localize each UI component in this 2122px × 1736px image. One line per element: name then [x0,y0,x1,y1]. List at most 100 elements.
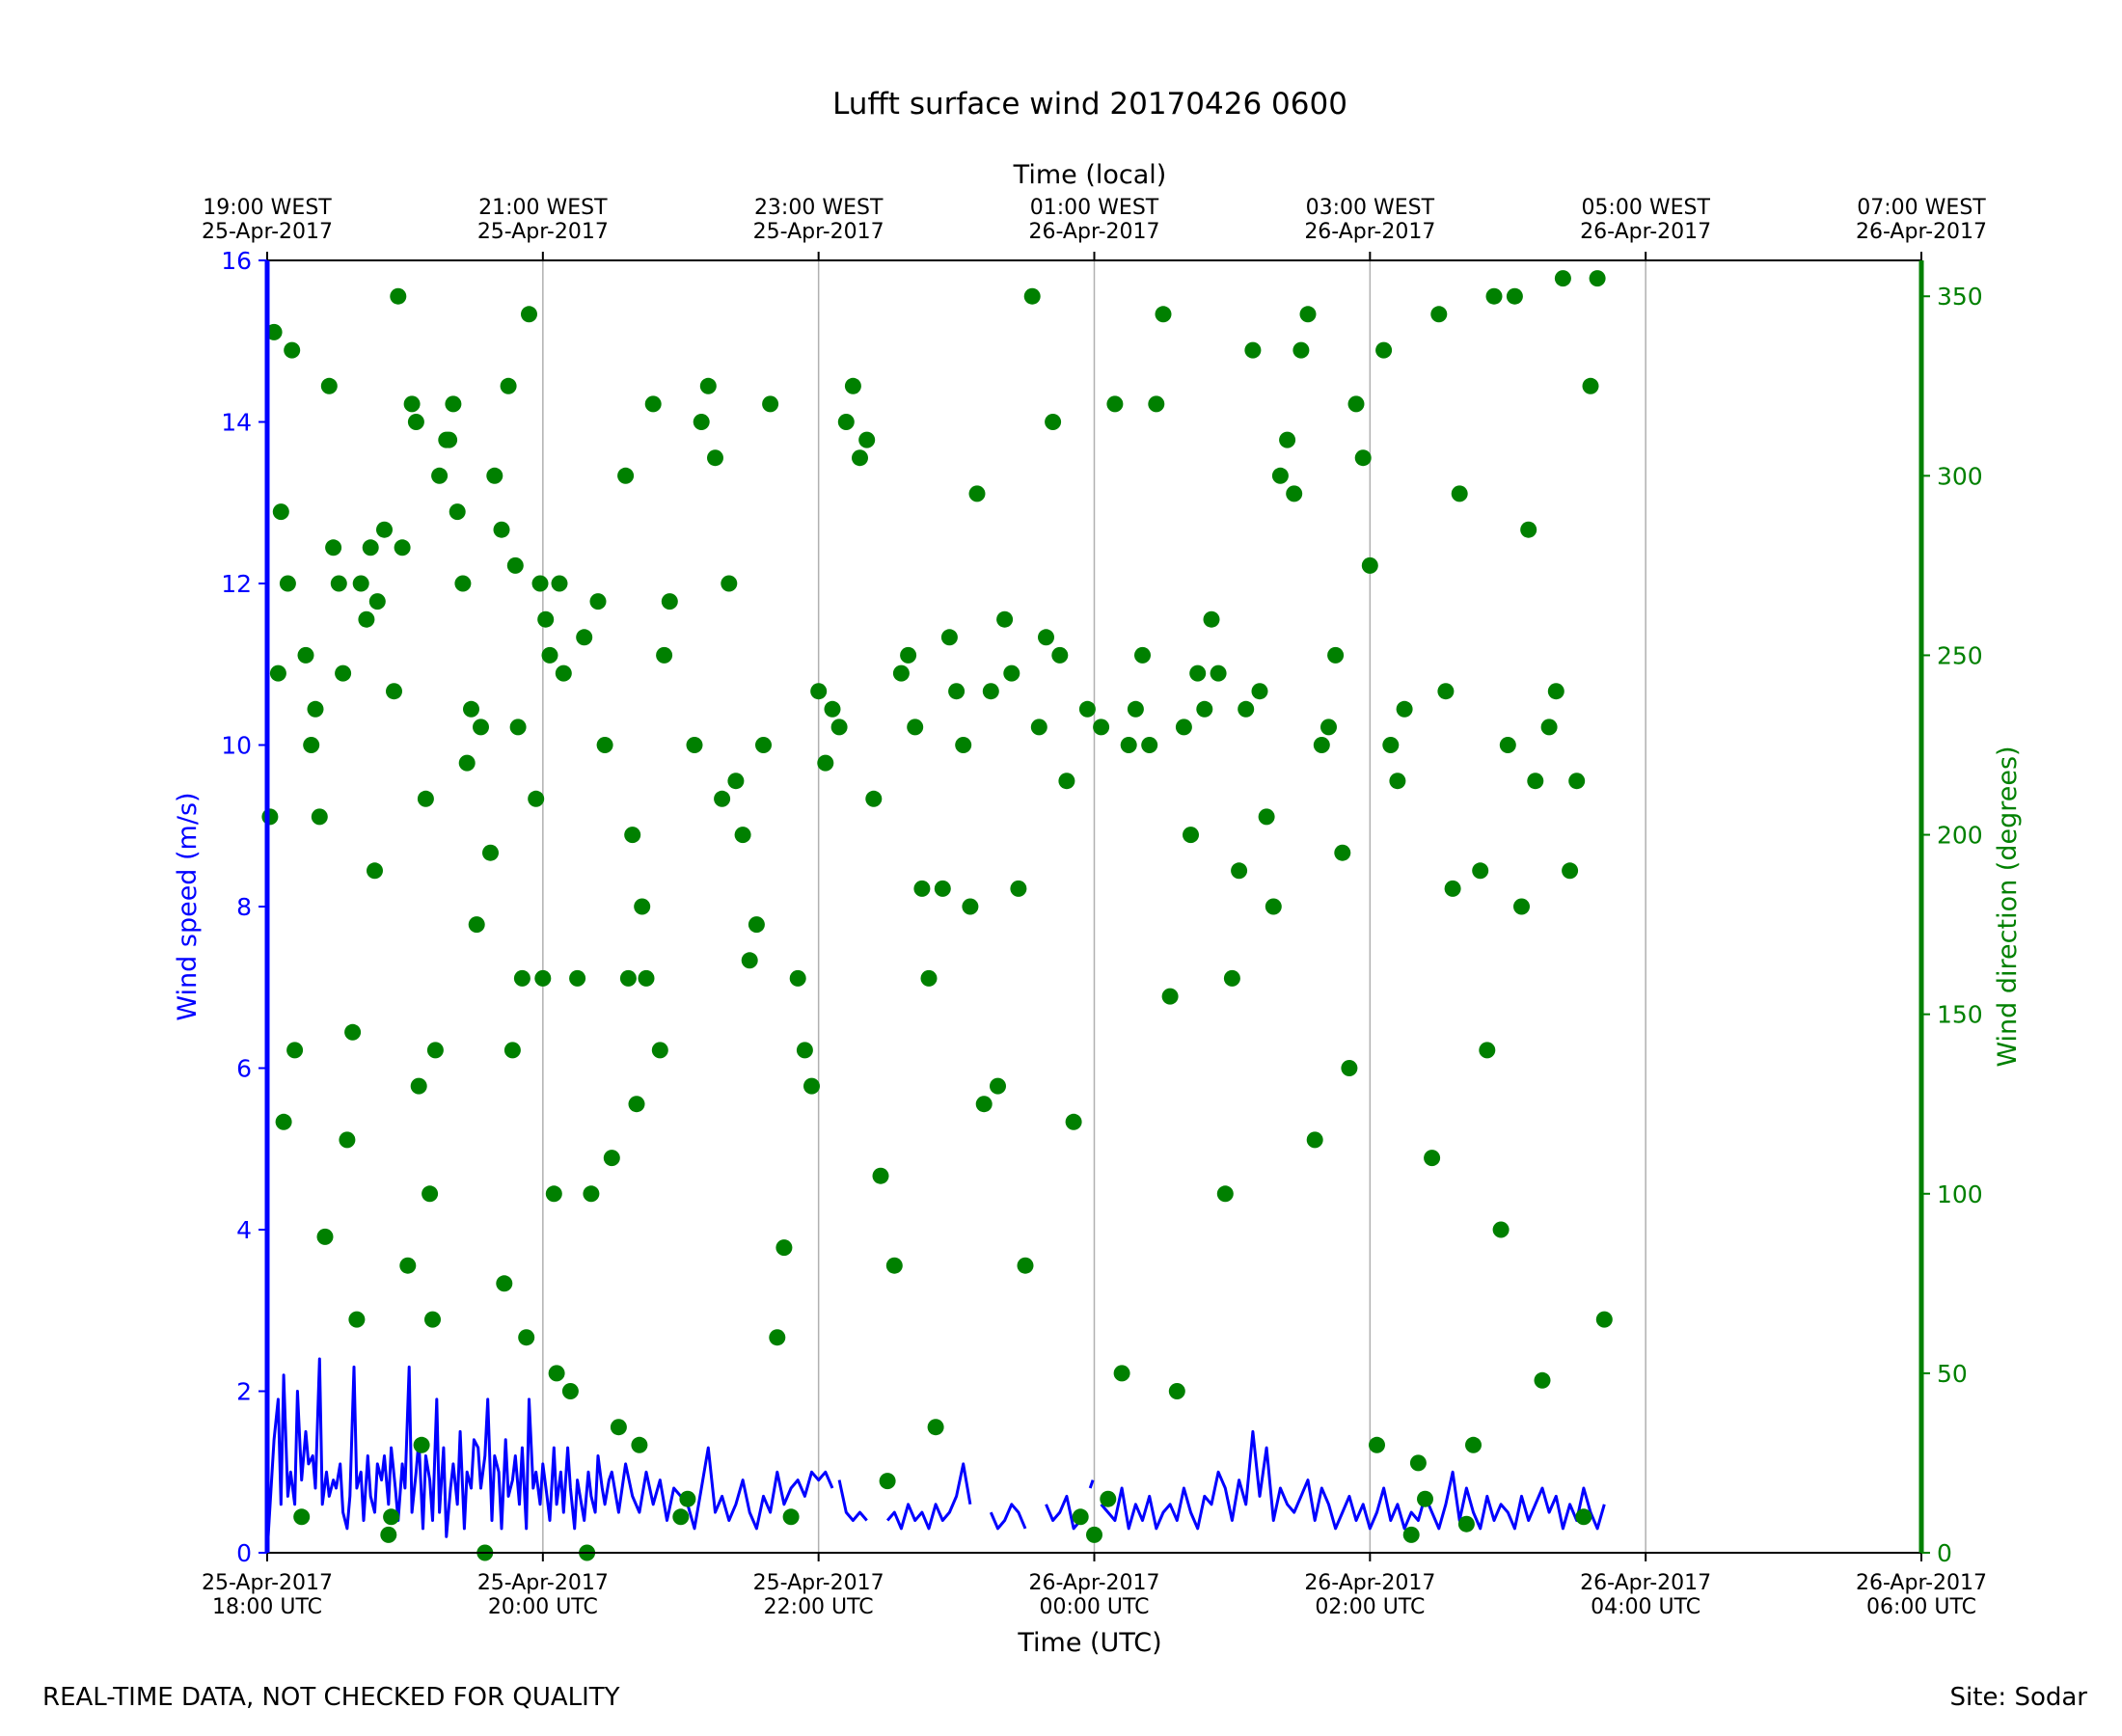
wind-direction-point [399,1257,417,1274]
wind-direction-point [872,1167,889,1184]
wind-direction-point [610,1419,627,1436]
wind-direction-point [934,880,951,897]
wind-direction-point [824,700,841,718]
wind-direction-point [892,665,910,682]
wind-direction-point [537,610,555,628]
wind-direction-point [962,898,979,915]
x-tick-label: 26-Apr-2017 00:00 UTC [1028,1571,1159,1619]
wind-direction-point [734,827,751,844]
wind-direction-point [1451,485,1468,502]
wind-direction-point [311,808,328,826]
wind-direction-point [424,1311,441,1328]
x2-tick-label: 01:00 WEST 26-Apr-2017 [1028,196,1159,244]
wind-direction-point [468,916,485,934]
wind-direction-point [521,306,537,323]
y-tick-label: 12 [221,570,252,598]
wind-direction-point [316,1228,334,1245]
wind-direction-point [596,737,613,753]
wind-direction-point [275,1113,292,1130]
wind-direction-point [1402,1526,1420,1543]
direction-scatter-layer [261,270,1613,1561]
x2-tick-label: 21:00 WEST 25-Apr-2017 [477,196,609,244]
wind-direction-point [548,1365,565,1382]
wind-direction-point [551,575,568,592]
wind-direction-point [458,754,476,772]
wind-direction-point [410,1077,427,1095]
wind-direction-point [531,575,549,592]
y-tick-label: 6 [236,1055,252,1083]
site-label: Site: Sodar [1949,1683,2087,1712]
wind-direction-point [528,790,545,807]
wind-direction-point [376,521,393,538]
wind-direction-point [948,683,966,700]
wind-direction-point [634,898,651,915]
wind-direction-point [394,539,411,556]
wind-direction-point [817,754,834,772]
wind-direction-point [272,503,289,521]
x2-tick-label: 23:00 WEST 25-Apr-2017 [753,196,884,244]
wind-direction-point [297,646,314,664]
wind-direction-point [1313,737,1330,753]
wind-direction-point [1183,827,1199,844]
wind-direction-point [286,1042,304,1059]
wind-direction-point [727,773,745,790]
wind-direction-point [449,503,466,521]
wind-direction-point [589,593,607,610]
wind-direction-point [1320,719,1337,736]
wind-direction-point [617,467,635,484]
wind-direction-point [518,1329,535,1346]
wind-direction-point [380,1526,397,1543]
axes-layer: 25-Apr-2017 18:00 UTC 25-Apr-2017 20:00 UTC… [202,196,1987,1619]
wind-direction-point [509,719,527,736]
wind-direction-point [1134,646,1151,664]
wind-direction-point [975,1096,993,1113]
wind-direction-point [1589,270,1606,287]
wind-direction-point [1223,969,1240,987]
wind-direction-point [1251,683,1268,700]
wind-direction-point [852,449,868,467]
wind-direction-point [693,414,710,430]
wind-direction-point [1299,306,1317,323]
y-tick-label: 8 [236,893,252,921]
wind-direction-point [810,683,828,700]
wind-direction-point [1238,700,1255,718]
wind-direction-point [1334,844,1351,861]
wind-direction-point [473,719,489,736]
wind-direction-point [486,467,503,484]
wind-direction-point [940,629,958,646]
wind-speed-line [989,1503,1027,1531]
wind-direction-point [1078,700,1096,718]
wind-direction-point [913,880,931,897]
wind-direction-point [1437,683,1455,700]
y2-tick-label: 300 [1937,462,1983,490]
wind-direction-point [261,808,279,826]
wind-direction-point [603,1150,620,1167]
wind-direction-point [628,1096,645,1113]
wind-direction-point [624,827,641,844]
wind-direction-point [907,719,924,736]
wind-direction-point [769,1329,786,1346]
wind-direction-point [1196,700,1213,718]
x2-axis-label: Time (local) [1013,160,1167,190]
wind-direction-point [417,790,434,807]
wind-direction-point [583,1185,600,1203]
wind-direction-point [748,916,765,934]
y2-axis-label: Wind direction (degrees) [1993,746,2023,1067]
wind-direction-point [1210,665,1227,682]
wind-direction-point [1010,880,1027,897]
y2-tick-label: 150 [1937,1001,1983,1029]
x2-tick-label: 05:00 WEST 26-Apr-2017 [1580,196,1711,244]
wind-direction-point [879,1473,896,1490]
wind-direction-point [1030,719,1047,736]
wind-direction-point [1120,737,1137,753]
wind-direction-point [1341,1060,1358,1076]
x-tick-label: 26-Apr-2017 04:00 UTC [1580,1571,1711,1619]
speed-line-layer [265,1357,1606,1554]
wind-direction-point [885,1257,903,1274]
wind-direction-point [362,539,379,556]
wind-direction-point [1003,665,1020,682]
wind-direction-point [1547,683,1564,700]
wind-direction-point [1527,773,1544,790]
wind-direction-point [293,1508,311,1526]
